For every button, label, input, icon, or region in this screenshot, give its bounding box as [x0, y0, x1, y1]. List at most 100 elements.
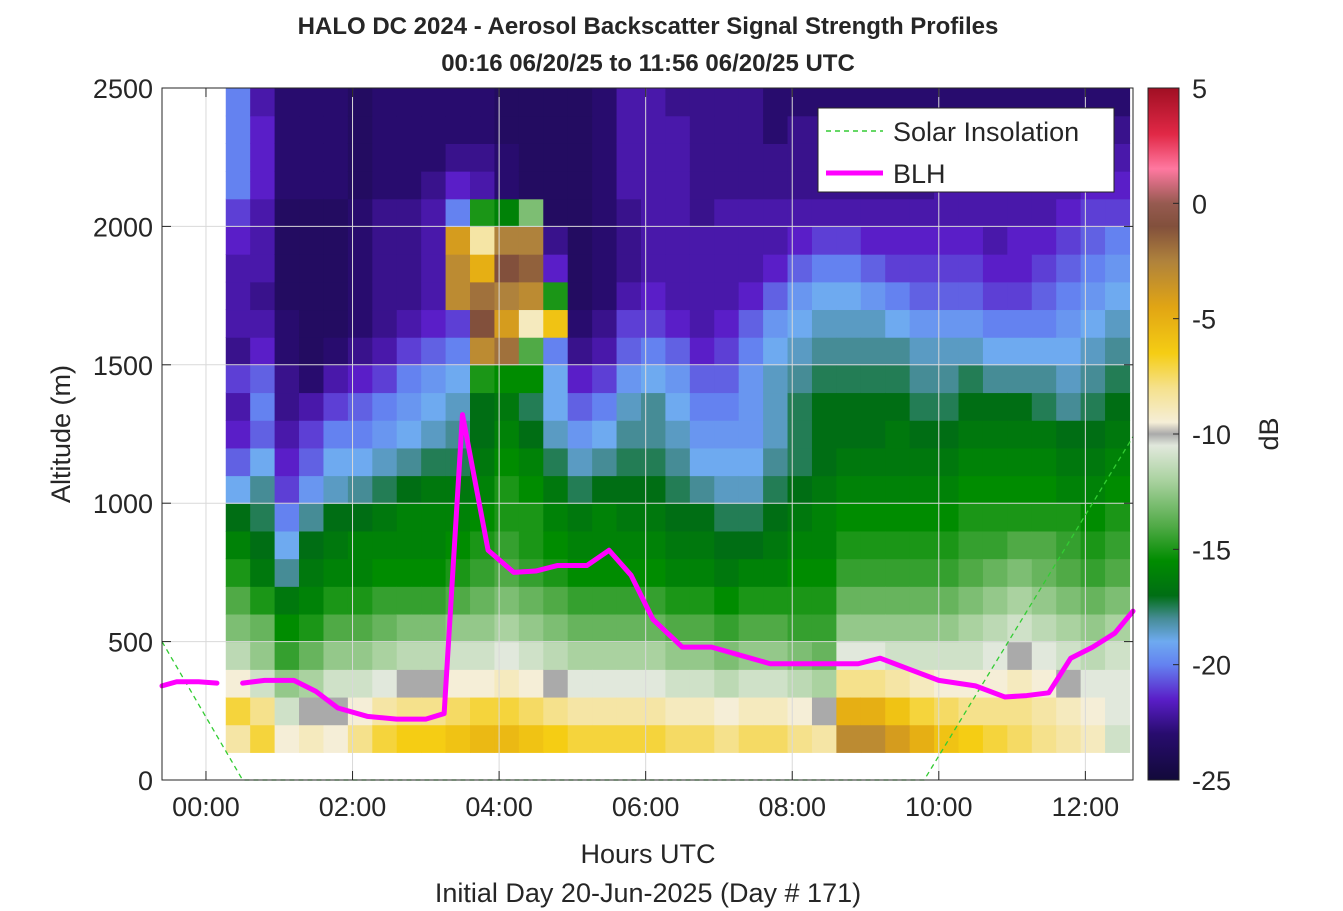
heatmap-cell	[567, 420, 593, 449]
heatmap-cell	[250, 420, 276, 449]
heatmap-cell	[421, 88, 447, 117]
heatmap-cell	[543, 503, 569, 532]
heatmap-cell	[299, 171, 325, 200]
heatmap-cell	[714, 198, 740, 227]
heatmap-cell	[445, 696, 471, 726]
heatmap-cell	[714, 669, 740, 698]
heatmap-cell	[1056, 364, 1082, 394]
heatmap-cell	[225, 309, 251, 338]
heatmap-cell	[1080, 696, 1106, 726]
heatmap-cell	[299, 420, 325, 449]
heatmap-cell	[934, 558, 960, 587]
heatmap-cell	[421, 669, 447, 698]
heatmap-cell	[958, 309, 984, 338]
heatmap-cell	[567, 530, 593, 560]
heatmap-cell	[592, 392, 618, 421]
heatmap-cell	[250, 226, 276, 255]
heatmap-cell	[421, 392, 447, 421]
heatmap-cell	[860, 724, 886, 753]
heatmap-cell	[885, 724, 911, 753]
heatmap-cell	[787, 420, 813, 449]
heatmap-cell	[1031, 309, 1057, 338]
heatmap-cell	[714, 530, 740, 560]
heatmap-cell	[445, 530, 471, 560]
heatmap-cell	[1031, 254, 1057, 283]
heatmap-cell	[494, 254, 520, 283]
heatmap-cell	[811, 669, 837, 698]
heatmap-cell	[518, 392, 544, 421]
heatmap-cell	[1031, 226, 1057, 255]
heatmap-cell	[299, 641, 325, 670]
heatmap-cell	[299, 281, 325, 311]
heatmap-cell	[811, 613, 837, 643]
heatmap-cell	[909, 254, 935, 283]
heatmap-cell	[299, 364, 325, 394]
heatmap-cell	[323, 420, 349, 449]
heatmap-cell	[616, 171, 642, 200]
heatmap-cell	[836, 530, 862, 560]
heatmap-cell	[982, 309, 1008, 338]
heatmap-cell	[470, 115, 496, 144]
heatmap-cell	[396, 88, 422, 117]
heatmap-cell	[763, 226, 789, 255]
heatmap-cell	[787, 669, 813, 698]
heatmap-cell	[616, 447, 642, 477]
heatmap-cell	[470, 198, 496, 227]
heatmap-cell	[811, 447, 837, 477]
heatmap-cell	[763, 254, 789, 283]
heatmap-cell	[640, 530, 667, 560]
heatmap-cell	[934, 475, 960, 504]
heatmap-cell	[250, 115, 276, 144]
heatmap-cell	[860, 530, 886, 560]
heatmap-cell	[347, 115, 373, 144]
heatmap-cell	[445, 254, 471, 283]
heatmap-cell	[1007, 309, 1033, 338]
legend: Solar Insolation BLH	[817, 107, 1115, 193]
heatmap-cell	[787, 530, 813, 560]
heatmap-cell	[860, 696, 886, 726]
heatmap-cell	[592, 281, 618, 311]
heatmap-cell	[640, 724, 667, 753]
heatmap-cell	[396, 558, 422, 587]
heatmap-cell	[396, 309, 422, 338]
heatmap-cell	[763, 503, 789, 532]
heatmap-cell	[616, 530, 642, 560]
heatmap-cell	[689, 392, 715, 421]
heatmap-cell	[347, 88, 373, 117]
heatmap-cell	[787, 613, 813, 643]
heatmap-cell	[1056, 503, 1082, 532]
heatmap-cell	[567, 364, 593, 394]
heatmap-cell	[1007, 641, 1033, 670]
heatmap-cell	[323, 558, 349, 587]
heatmap-cell	[299, 337, 325, 366]
heatmap-cell	[396, 724, 422, 753]
heatmap-cell	[470, 613, 496, 643]
heatmap-cell	[250, 696, 276, 726]
heatmap-cell	[1007, 254, 1033, 283]
heatmap-cell	[763, 558, 789, 587]
heatmap-cell	[372, 337, 398, 366]
heatmap-cell	[470, 420, 496, 449]
heatmap-cell	[665, 392, 691, 421]
heatmap-cell	[958, 420, 984, 449]
heatmap-cell	[299, 88, 325, 117]
heatmap-cell	[543, 392, 569, 421]
heatmap-cell	[1105, 364, 1131, 394]
heatmap-cell	[323, 309, 349, 338]
heatmap-cell	[323, 226, 349, 255]
heatmap-cell	[836, 447, 862, 477]
heatmap-cell	[1007, 420, 1033, 449]
heatmap-cell	[323, 613, 349, 643]
heatmap-cell	[640, 669, 667, 698]
heatmap-cell	[543, 143, 569, 172]
heatmap-cell	[982, 254, 1008, 283]
heatmap-cell	[470, 226, 496, 255]
heatmap-cell	[763, 143, 789, 172]
heatmap-cell	[250, 558, 276, 587]
heatmap-cell	[299, 724, 325, 753]
heatmap-cell	[1007, 198, 1033, 227]
heatmap-cell	[225, 613, 251, 643]
heatmap-cell	[714, 364, 740, 394]
heatmap-cell	[787, 309, 813, 338]
heatmap-cell	[909, 696, 935, 726]
